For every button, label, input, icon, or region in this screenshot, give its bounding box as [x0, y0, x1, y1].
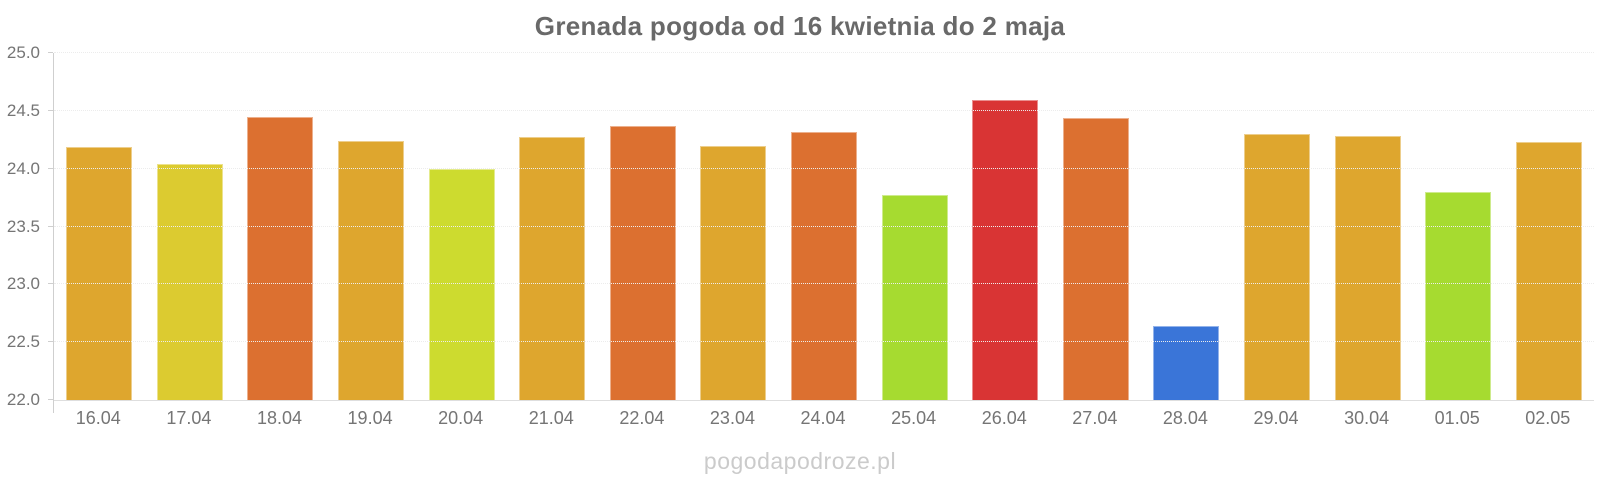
bar-19.04 [338, 140, 405, 400]
bar-slot [1413, 53, 1504, 400]
bar-slot [145, 53, 236, 400]
y-tick-label: 25.0 [6, 43, 40, 62]
bar-27.04 [1062, 117, 1129, 400]
y-axis-tick [48, 399, 53, 400]
bar-29.04 [1244, 133, 1311, 400]
x-tick-label: 30.04 [1344, 408, 1390, 428]
bar-slot [54, 53, 145, 400]
x-tick-label: 25.04 [891, 408, 937, 428]
bar-slot [960, 53, 1051, 400]
bar-slot [235, 53, 326, 400]
x-axis-labels: 16.04 17.04 18.04 19.04 20.04 21.04 22.04 23.04… [53, 401, 1593, 429]
x-tick-label: 20.04 [438, 408, 484, 428]
bar-18.04 [247, 116, 314, 400]
y-axis-tick [48, 52, 53, 53]
bar-slot [1051, 53, 1142, 400]
y-axis-tick [48, 283, 53, 285]
bar-30.04 [1334, 136, 1401, 400]
x-tick-label: 19.04 [347, 408, 393, 428]
bar-slot [416, 53, 507, 400]
bar-17.04 [156, 164, 223, 400]
bar-slot [507, 53, 598, 400]
y-axis-tick [48, 167, 53, 169]
bar-slot [1504, 53, 1595, 400]
y-tick-label: 24.0 [6, 158, 40, 178]
bar-slot [326, 53, 417, 400]
plot-area [48, 52, 1594, 413]
bar-16.04 [66, 146, 133, 400]
y-tick-label: 22.5 [6, 332, 40, 352]
bar-slot [688, 53, 779, 400]
bar-slot [1141, 53, 1232, 400]
y-axis-tick [48, 341, 53, 343]
y-tick-label: 23.5 [6, 216, 40, 236]
bar-slot [1322, 53, 1413, 400]
x-tick-label: 01.05 [1434, 408, 1480, 428]
x-axis-origin-tick [53, 400, 54, 413]
x-tick-label: 28.04 [1162, 408, 1208, 428]
bars-container [54, 53, 1594, 400]
y-tick-label: 23.0 [6, 274, 40, 294]
x-tick-label: 24.04 [800, 408, 846, 428]
y-axis-tick [48, 109, 53, 111]
bar-28.04 [1153, 325, 1220, 400]
x-tick-label: 21.04 [528, 408, 574, 428]
x-tick-label: 23.04 [709, 408, 755, 428]
y-tick-label: 22.0 [6, 390, 40, 409]
bar-01.05 [1425, 191, 1492, 400]
x-tick-label: 29.04 [1253, 408, 1299, 428]
x-tick-label: 18.04 [256, 408, 302, 428]
x-tick-label: 17.04 [166, 408, 212, 428]
bar-slot [1232, 53, 1323, 400]
bar-23.04 [700, 145, 767, 400]
x-tick-label: 27.04 [1072, 408, 1118, 428]
bar-21.04 [519, 137, 586, 400]
x-tick-label: 16.04 [75, 408, 121, 428]
x-tick-label: 02.05 [1525, 408, 1571, 428]
x-tick-label: 26.04 [981, 408, 1027, 428]
bar-24.04 [791, 131, 858, 400]
bar-25.04 [881, 195, 948, 400]
bar-26.04 [972, 100, 1039, 400]
y-tick-label: 24.5 [6, 100, 40, 120]
bar-slot [598, 53, 689, 400]
watermark: pogodapodroze.pl [703, 448, 897, 474]
y-axis-labels: 25.0 24.5 24.0 23.5 23.0 22.5 22.0 [0, 43, 46, 409]
bar-slot [869, 53, 960, 400]
y-axis-tick [48, 225, 53, 227]
chart-title: Grenada pogoda od 16 kwietnia do 2 maja [534, 11, 1066, 41]
bar-slot [779, 53, 870, 400]
bar-02.05 [1515, 142, 1582, 400]
bar-20.04 [428, 168, 495, 400]
bar-22.04 [609, 125, 676, 400]
x-tick-label: 22.04 [619, 408, 665, 428]
